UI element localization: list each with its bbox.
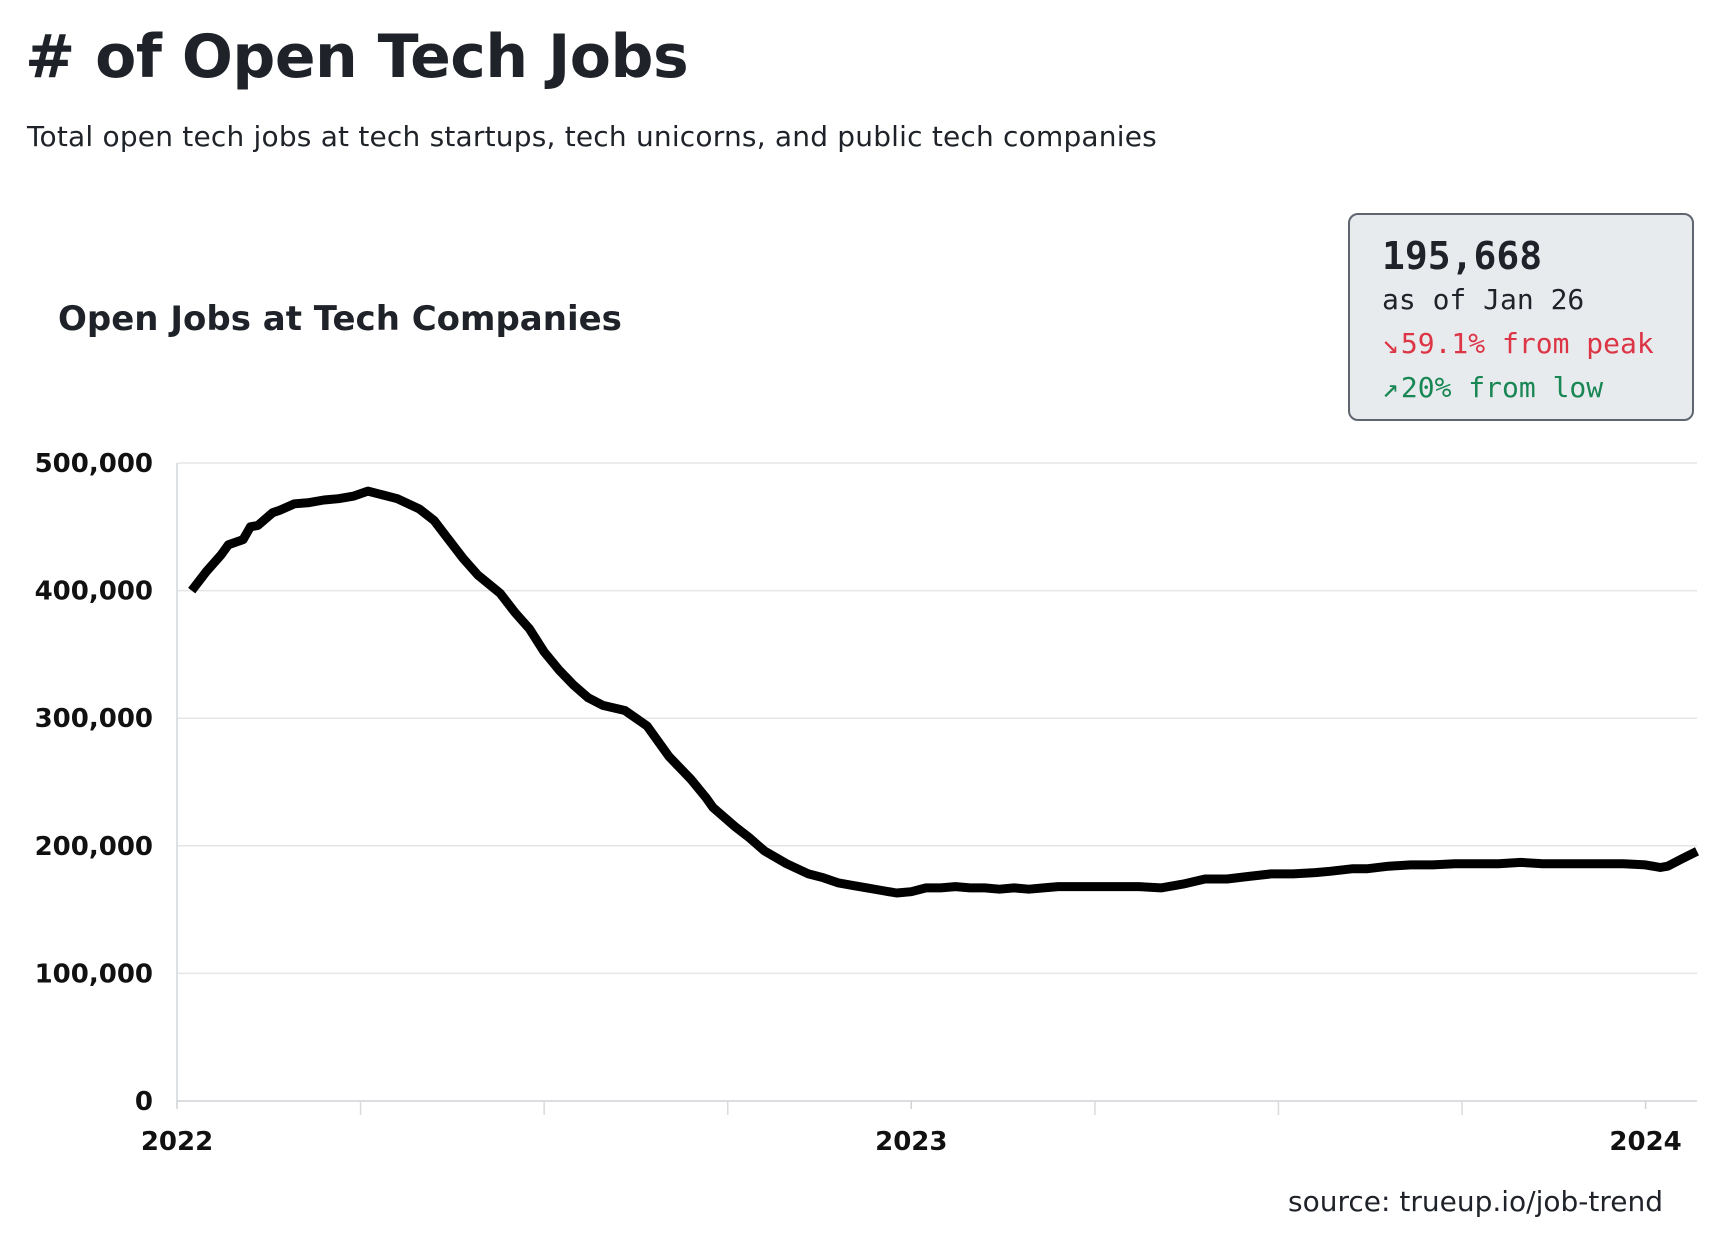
as-of-date: as of Jan 26 xyxy=(1382,283,1585,316)
series-line-open-jobs[interactable] xyxy=(188,486,1700,898)
y-tick-label: 500,000 xyxy=(35,449,153,479)
change-from-low-text: 20% from low xyxy=(1400,371,1604,404)
axes: 0 100,000 200,000 300,000 400,000 500,000 2022… xyxy=(35,449,1697,1157)
x-tick-label: 2024 xyxy=(1609,1127,1681,1157)
y-tick-label: 200,000 xyxy=(35,832,153,862)
arrow-up-right-icon: ↗ xyxy=(1382,371,1399,404)
change-from-peak: ↘59.1% from peak xyxy=(1382,327,1692,361)
y-tick-label: 300,000 xyxy=(35,704,153,734)
x-tick-label: 2022 xyxy=(141,1127,213,1157)
chart-title: Open Jobs at Tech Companies xyxy=(58,299,622,339)
current-value: 195,668 xyxy=(1382,234,1543,278)
y-tick-label: 400,000 xyxy=(35,577,153,607)
change-from-peak-text: 59.1% from peak xyxy=(1400,327,1654,360)
x-tick-label: 2023 xyxy=(875,1127,947,1157)
stats-card: 195,668 as of Jan 26 ↘59.1% from peak ↗2… xyxy=(1348,213,1694,421)
page-subtitle: Total open tech jobs at tech startups, t… xyxy=(27,120,1157,153)
change-from-low: ↗20% from low xyxy=(1382,371,1692,405)
y-tick-label: 100,000 xyxy=(35,959,153,989)
source-label[interactable]: source: trueup.io/job-trend xyxy=(1288,1185,1663,1218)
arrow-down-right-icon: ↘ xyxy=(1382,327,1399,360)
y-tick-label: 0 xyxy=(135,1087,153,1117)
grid-lines xyxy=(177,462,1697,975)
page-title: # of Open Tech Jobs xyxy=(25,22,689,92)
series-layer xyxy=(188,486,1700,898)
